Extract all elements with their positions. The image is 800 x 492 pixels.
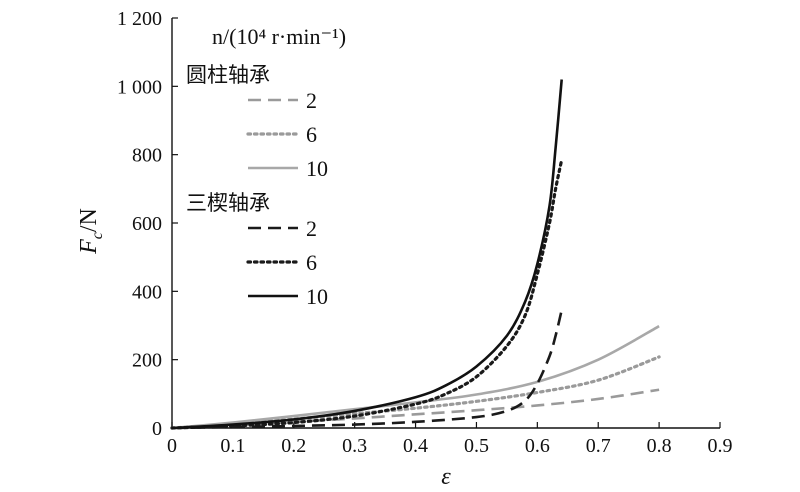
x-tick-label: 0.7 [586,435,611,457]
legend-entry-label: 6 [306,122,317,147]
y-tick-label: 400 [132,281,162,303]
series-layer [170,79,661,430]
y-axis-label-unit: /N [76,208,102,232]
y-tick-label: 200 [132,350,162,372]
y-tick-label: 0 [152,418,162,440]
legend-entry-label: 2 [306,88,317,113]
legend-title: n/(10⁴ r·min⁻¹) [212,24,346,49]
x-tick-label: 0.9 [708,435,733,457]
legend: n/(10⁴ r·min⁻¹) 圆柱轴承 2 6 10 三楔轴承 2 6 10 [186,24,346,309]
series-line [170,158,564,430]
x-axis-label: ε [441,464,451,490]
x-tick-label: 0.4 [403,435,428,457]
x-tick-label: 0.2 [281,435,306,457]
series-line [171,79,563,430]
y-tick-label: 1 200 [117,8,162,30]
series-line [171,388,660,430]
series-line [171,325,660,430]
x-tick-label: 0.6 [525,435,550,457]
x-tick-label: 0 [167,435,177,457]
x-tick-label: 0.8 [647,435,672,457]
legend-group-title: 三楔轴承 [186,191,270,215]
y-axis-label-main: F [76,239,102,255]
legend-entry-label: 10 [306,156,328,181]
x-tick-label: 0.3 [342,435,367,457]
y-tick-label: 800 [132,145,162,167]
y-tick-label: 1 000 [117,76,162,98]
legend-entry-label: 10 [306,284,328,309]
x-tick-label: 0.1 [220,435,245,457]
y-tick-label: 600 [132,213,162,235]
x-tick-label: 0.5 [464,435,489,457]
series-line [171,309,563,430]
legend-entry-label: 2 [306,216,317,241]
axes: 0 0.1 0.2 0.3 0.4 0.5 0.6 0.7 0.8 0.9 0 200 400 600 80… [117,8,733,457]
legend-group-title: 圆柱轴承 [186,63,270,87]
y-axis-label: Fc/N [76,208,106,255]
y-axis-label-sub: c [89,232,106,239]
legend-entry-label: 6 [306,250,317,275]
series-line [170,355,661,430]
